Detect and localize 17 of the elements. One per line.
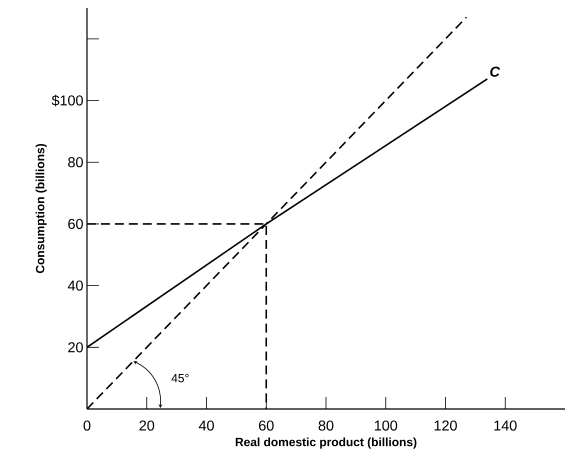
x-tick-label: 20 [139,420,154,431]
y-tick-label: 60 [68,218,83,229]
x-tick-label: 40 [198,420,214,431]
y-tick-label: 40 [68,280,83,291]
series-label: C [490,66,500,77]
y-tick-label: $100 [52,94,83,106]
annotation: 45° [171,374,189,382]
x-tick-label: 140 [494,420,517,431]
x-tick-label: 60 [259,420,274,431]
y-tick-label: 80 [68,157,83,168]
x-tick-label: 0 [84,420,90,431]
x-tick-label: 100 [374,420,398,431]
x-tick-label: 80 [318,420,334,431]
x-tick-label: 120 [434,420,457,431]
y-tick-label: 20 [68,342,83,352]
y-axis-title: Consumption (billions) [36,144,47,274]
x-axis-title: Real domestic product (billions) [236,437,416,449]
